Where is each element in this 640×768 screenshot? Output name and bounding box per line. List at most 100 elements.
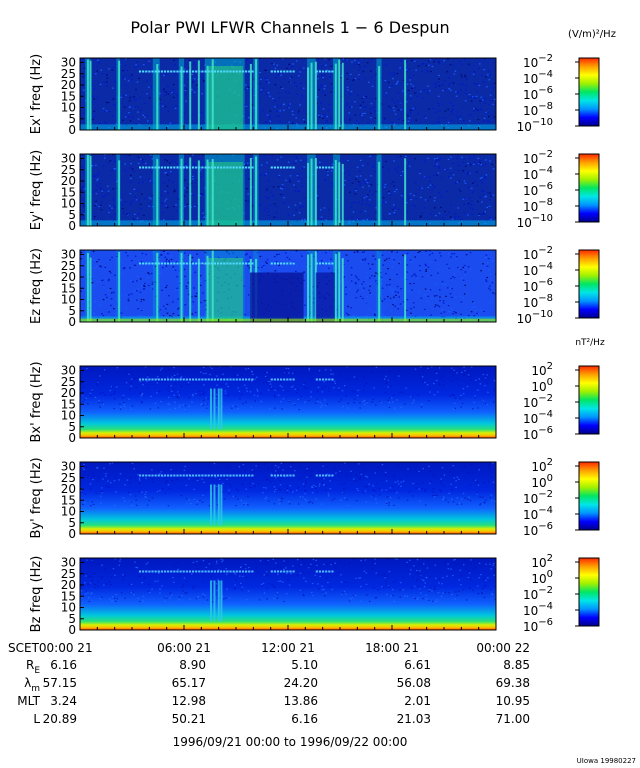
y-tick-label: 5 — [68, 612, 76, 626]
colorbar-tick-label: 10−10 — [517, 117, 553, 134]
spectrogram-image — [80, 250, 496, 322]
ephemeris-value: 12.98 — [172, 694, 206, 708]
time-tick-label: SCET00:00 21 — [8, 641, 93, 655]
ephemeris-value: 56.08 — [397, 676, 431, 690]
y-tick-label: 0 — [68, 623, 76, 637]
y-tick-label: 20 — [61, 386, 76, 400]
panel-ylabel: Bx' freq (Hz) — [29, 361, 44, 442]
y-tick-label: 30 — [61, 460, 76, 474]
y-tick-label: 0 — [68, 431, 76, 445]
spectrogram-image — [80, 154, 496, 226]
spectrogram-image — [80, 462, 496, 534]
panel-ylabel: Bz freq (Hz) — [29, 556, 44, 633]
y-tick-label: 25 — [61, 67, 76, 81]
colorbar-tick-label: 10−6 — [523, 521, 553, 538]
y-tick-label: 10 — [61, 101, 76, 115]
y-tick-label: 5 — [68, 112, 76, 126]
colorbar-tick-label: 102 — [531, 553, 553, 570]
colorbar-tick-label: 10−4 — [523, 409, 553, 426]
ephemeris-value: 65.17 — [172, 676, 206, 690]
spectrogram-image — [80, 558, 496, 630]
colorbar-tick-label: 10−2 — [523, 585, 553, 602]
colorbar-tick-label: 10−8 — [523, 197, 553, 214]
time-tick-label: 12:00 21 — [261, 641, 315, 655]
colorbar-tick-label: 10−4 — [523, 261, 553, 278]
ephemeris-value: 20.89 — [43, 712, 77, 726]
ephemeris-value: 71.00 — [496, 712, 530, 726]
y-tick-label: 25 — [61, 471, 76, 485]
colorbar: 10−210−410−610−810−10 — [517, 245, 600, 326]
panel-ylabel: By' freq (Hz) — [29, 457, 44, 538]
panel-ylabel: Ex' freq (Hz) — [29, 54, 44, 134]
ephemeris-value: 13.86 — [284, 694, 318, 708]
y-tick-label: 15 — [61, 493, 76, 507]
y-tick-label: 5 — [68, 516, 76, 530]
ephemeris-table: RE 6.16 8.90 5.10 6.61 8.85 λm 57.15 65.17 24.20 5… — [17, 658, 530, 726]
colorbar-tick-label: 10−6 — [523, 277, 553, 294]
ephemeris-label: RE — [26, 658, 40, 676]
y-tick-label: 15 — [61, 281, 76, 295]
y-tick-label: 20 — [61, 78, 76, 92]
y-tick-label: 30 — [61, 364, 76, 378]
y-tick-label: 5 — [68, 304, 76, 318]
b-colorbar-unit: nT²/Hz — [575, 338, 605, 348]
colorbar-tick-label: 10−10 — [517, 309, 553, 326]
y-tick-label: 20 — [61, 270, 76, 284]
colorbar-tick-label: 102 — [531, 457, 553, 474]
ephemeris-value: 6.16 — [291, 712, 318, 726]
time-axis-labels: SCET00:00 21 06:00 21 12:00 21 18:00 21 00:0… — [8, 641, 530, 655]
y-tick-label: 25 — [61, 567, 76, 581]
y-tick-label: 25 — [61, 375, 76, 389]
y-tick-label: 15 — [61, 397, 76, 411]
colorbar-tick-label: 10−4 — [523, 165, 553, 182]
y-tick-label: 30 — [61, 56, 76, 70]
y-tick-label: 30 — [61, 152, 76, 166]
y-tick-label: 5 — [68, 208, 76, 222]
colorbar-tick-label: 10−4 — [523, 505, 553, 522]
colorbar: 10−210−410−610−810−10 — [517, 149, 600, 230]
y-tick-label: 20 — [61, 174, 76, 188]
y-tick-label: 15 — [61, 89, 76, 103]
colorbar-tick-label: 10−2 — [523, 489, 553, 506]
colorbar-tick-label: 10−2 — [523, 53, 553, 70]
y-tick-label: 0 — [68, 315, 76, 329]
colorbar-tick-label: 10−4 — [523, 601, 553, 618]
y-tick-label: 10 — [61, 505, 76, 519]
y-tick-label: 15 — [61, 185, 76, 199]
y-tick-label: 15 — [61, 589, 76, 603]
y-tick-label: 0 — [68, 123, 76, 137]
colorbar-tick-label: 102 — [531, 361, 553, 378]
ephemeris-value: 5.10 — [291, 658, 318, 672]
colorbar-tick-label: 10−2 — [523, 393, 553, 410]
ephemeris-value: 8.90 — [179, 658, 206, 672]
y-tick-label: 20 — [61, 578, 76, 592]
colorbar: 10−210−410−610−810−10 — [517, 53, 600, 134]
colorbar-tick-label: 10−2 — [523, 245, 553, 262]
ephemeris-value: 6.16 — [50, 658, 77, 672]
credit-label: UIowa 19980227 — [577, 757, 636, 765]
colorbar-tick-label: 10−6 — [523, 425, 553, 442]
time-tick-label: 06:00 21 — [157, 641, 211, 655]
ephemeris-value: 3.24 — [50, 694, 77, 708]
colorbars: 10−210−410−610−810−1010−210−410−610−810−… — [517, 53, 600, 634]
y-tick-label: 10 — [61, 601, 76, 615]
ephemeris-label: MLT — [17, 694, 40, 708]
y-tick-label: 10 — [61, 197, 76, 211]
y-tick-label: 10 — [61, 293, 76, 307]
ephemeris-value: 21.03 — [397, 712, 431, 726]
y-tick-label: 25 — [61, 163, 76, 177]
ephemeris-value: 50.21 — [172, 712, 206, 726]
y-tick-label: 0 — [68, 527, 76, 541]
ephemeris-value: 6.61 — [404, 658, 431, 672]
ephemeris-value: 2.01 — [404, 694, 431, 708]
colorbar-tick-label: 100 — [531, 569, 553, 586]
y-tick-label: 5 — [68, 420, 76, 434]
